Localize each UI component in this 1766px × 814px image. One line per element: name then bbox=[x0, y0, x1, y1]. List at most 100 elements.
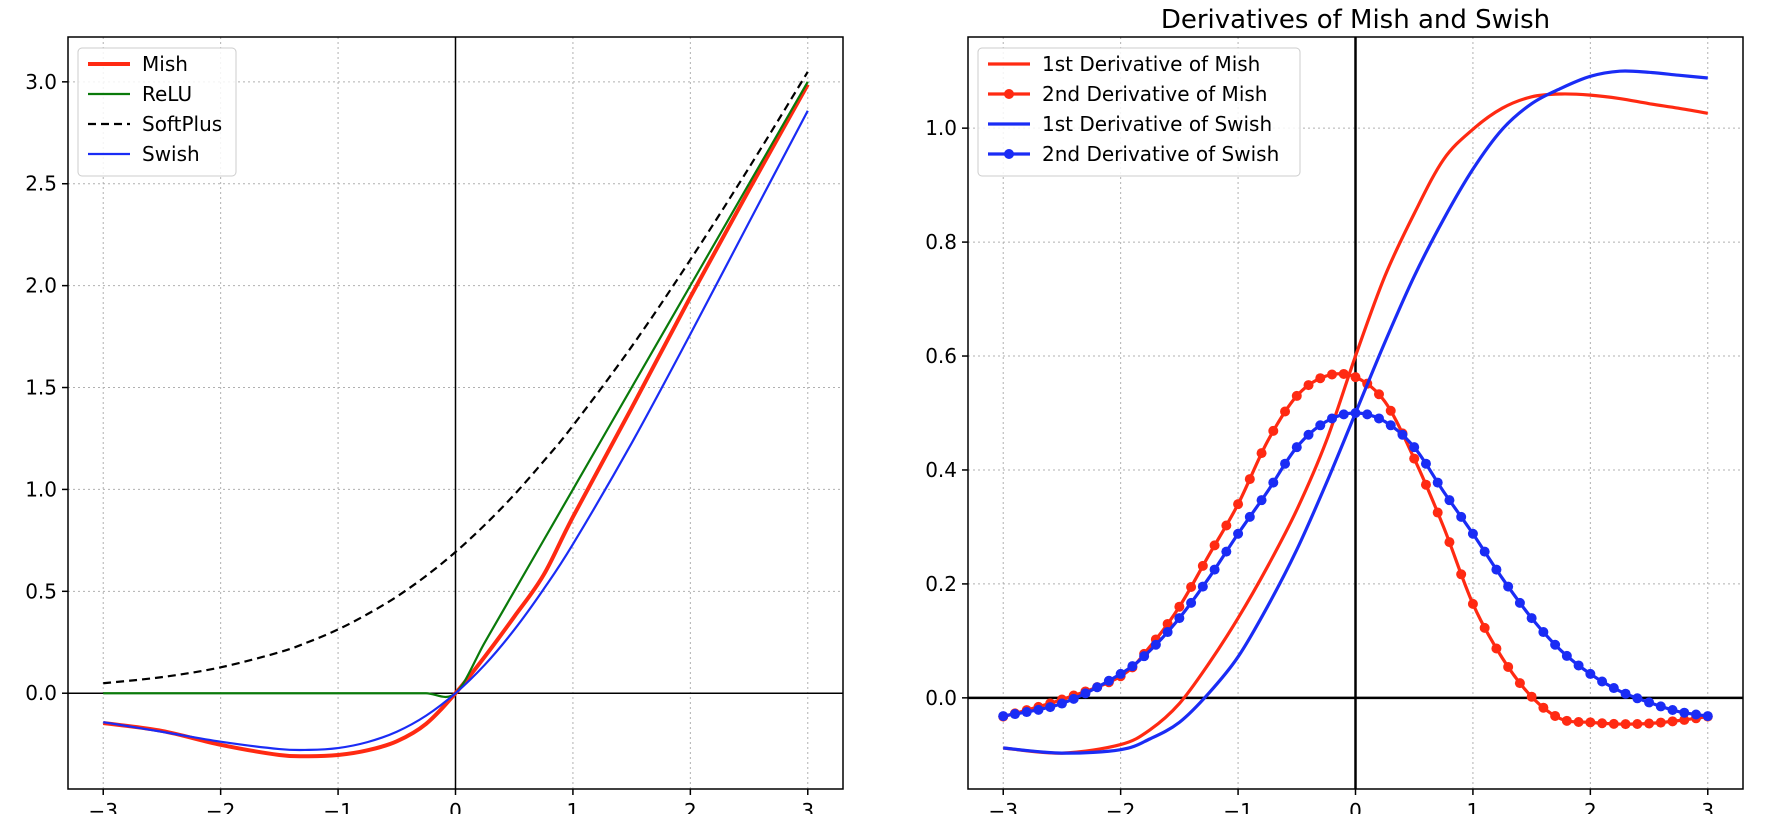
series-marker bbox=[1373, 413, 1384, 424]
series-line-swish bbox=[103, 110, 809, 752]
legend-label: 2nd Derivative of Mish bbox=[1042, 82, 1267, 106]
series-marker bbox=[1385, 405, 1396, 416]
activation-functions-plot: −3 −2 −1 0 1 2 3 0.0 0.5 1.0 1.5 2.0 2.5 3.0 Mish ReLU S… bbox=[25, 36, 844, 814]
series-marker bbox=[1021, 707, 1032, 718]
series-marker bbox=[1327, 413, 1338, 424]
series-marker bbox=[1679, 707, 1690, 718]
series-line-1st-derivative-of-swish bbox=[1003, 69, 1708, 755]
series-marker bbox=[1467, 598, 1478, 609]
y-tick-label: 0.5 bbox=[25, 579, 57, 603]
y-tick-label: 0.4 bbox=[925, 458, 957, 482]
series-marker bbox=[1068, 693, 1079, 704]
series-marker bbox=[1350, 372, 1361, 383]
series-marker bbox=[1409, 442, 1420, 453]
series-marker bbox=[1033, 704, 1044, 715]
series-marker bbox=[1456, 569, 1467, 580]
series-marker bbox=[1327, 369, 1338, 380]
series-marker bbox=[1550, 710, 1561, 721]
series-marker bbox=[1338, 368, 1349, 379]
series-marker bbox=[1561, 715, 1572, 726]
series-marker bbox=[1209, 540, 1220, 551]
legend-marker bbox=[1004, 149, 1014, 159]
y-tick-label: 0.6 bbox=[925, 344, 957, 368]
series-marker bbox=[1620, 688, 1631, 699]
series-marker bbox=[1444, 537, 1455, 548]
series-marker bbox=[1667, 716, 1678, 727]
y-tick-label: 0.0 bbox=[925, 686, 957, 710]
series-marker bbox=[1221, 520, 1232, 531]
series-marker bbox=[1526, 691, 1537, 702]
series-marker bbox=[1538, 627, 1549, 638]
y-tick-label: 2.5 bbox=[25, 172, 57, 196]
series-marker bbox=[1538, 702, 1549, 713]
y-tick-label: 2.0 bbox=[25, 274, 57, 298]
series-marker bbox=[1197, 581, 1208, 592]
x-tick-label: 1 bbox=[567, 799, 580, 814]
series-marker bbox=[1291, 442, 1302, 453]
series-marker bbox=[1139, 651, 1150, 662]
x-tick-label: 2 bbox=[684, 799, 697, 814]
series-marker bbox=[1127, 661, 1138, 672]
x-tick-label: −3 bbox=[88, 799, 117, 814]
series-marker bbox=[1092, 682, 1103, 693]
series-marker bbox=[1338, 409, 1349, 420]
series-marker bbox=[1420, 479, 1431, 490]
series-marker bbox=[1597, 718, 1608, 729]
series-marker bbox=[1291, 390, 1302, 401]
legend-label: ReLU bbox=[142, 82, 192, 106]
series-marker bbox=[1655, 717, 1666, 728]
x-tick-label: −1 bbox=[1223, 799, 1252, 814]
series-marker bbox=[1632, 693, 1643, 704]
series-marker bbox=[1174, 613, 1185, 624]
series-marker bbox=[1573, 660, 1584, 671]
series-marker bbox=[1056, 698, 1067, 709]
series-marker bbox=[998, 711, 1009, 722]
derivatives-plot: −3 −2 −1 0 1 2 3 0.0 0.2 0.4 0.6 0.8 1.0 Derivatives … bbox=[925, 5, 1744, 814]
series-marker bbox=[1103, 675, 1114, 686]
legend-label: SoftPlus bbox=[142, 112, 222, 136]
series-marker bbox=[1350, 408, 1361, 418]
x-tick-label: −2 bbox=[1106, 799, 1135, 814]
series-marker bbox=[1691, 709, 1702, 720]
series-marker bbox=[1456, 511, 1467, 522]
series-marker bbox=[1373, 389, 1384, 400]
y-tick-label: 3.0 bbox=[25, 70, 57, 94]
series-marker bbox=[1444, 495, 1455, 506]
series-marker bbox=[1432, 507, 1443, 518]
y-tick-label: 1.5 bbox=[25, 376, 57, 400]
x-tick-label: 0 bbox=[449, 799, 462, 814]
x-tick-label: −3 bbox=[988, 799, 1017, 814]
series-marker bbox=[1385, 420, 1396, 431]
series-marker bbox=[1561, 650, 1572, 661]
series-marker bbox=[1315, 373, 1326, 384]
series-marker bbox=[1315, 420, 1326, 431]
series-marker bbox=[1397, 429, 1408, 440]
series-marker bbox=[1679, 714, 1690, 725]
legend-marker bbox=[1004, 89, 1014, 99]
series-marker bbox=[1491, 643, 1502, 654]
series-marker bbox=[1162, 618, 1173, 629]
series-marker bbox=[1432, 477, 1443, 488]
legend-label: 2nd Derivative of Swish bbox=[1042, 142, 1279, 166]
series-marker bbox=[1280, 406, 1291, 417]
y-tick-label: 0.0 bbox=[25, 681, 57, 705]
series-marker bbox=[1197, 560, 1208, 571]
series-marker bbox=[1585, 668, 1596, 679]
legend-label: 1st Derivative of Mish bbox=[1042, 52, 1260, 76]
legend-label: Mish bbox=[142, 52, 188, 76]
legend-box bbox=[77, 47, 237, 177]
series-marker bbox=[1409, 453, 1420, 464]
series-marker bbox=[1303, 429, 1314, 440]
series-marker bbox=[1644, 718, 1655, 729]
series-marker bbox=[1150, 639, 1161, 650]
series-marker bbox=[1608, 683, 1619, 694]
series-marker bbox=[1186, 597, 1197, 608]
series-marker bbox=[1550, 639, 1561, 650]
series-marker bbox=[1233, 499, 1244, 510]
series-marker bbox=[1632, 718, 1643, 729]
series-marker bbox=[1174, 601, 1185, 612]
x-tick-label: 0 bbox=[1349, 799, 1362, 814]
series-marker bbox=[1080, 688, 1091, 699]
series-marker bbox=[1045, 702, 1056, 713]
series-marker bbox=[1221, 546, 1232, 557]
